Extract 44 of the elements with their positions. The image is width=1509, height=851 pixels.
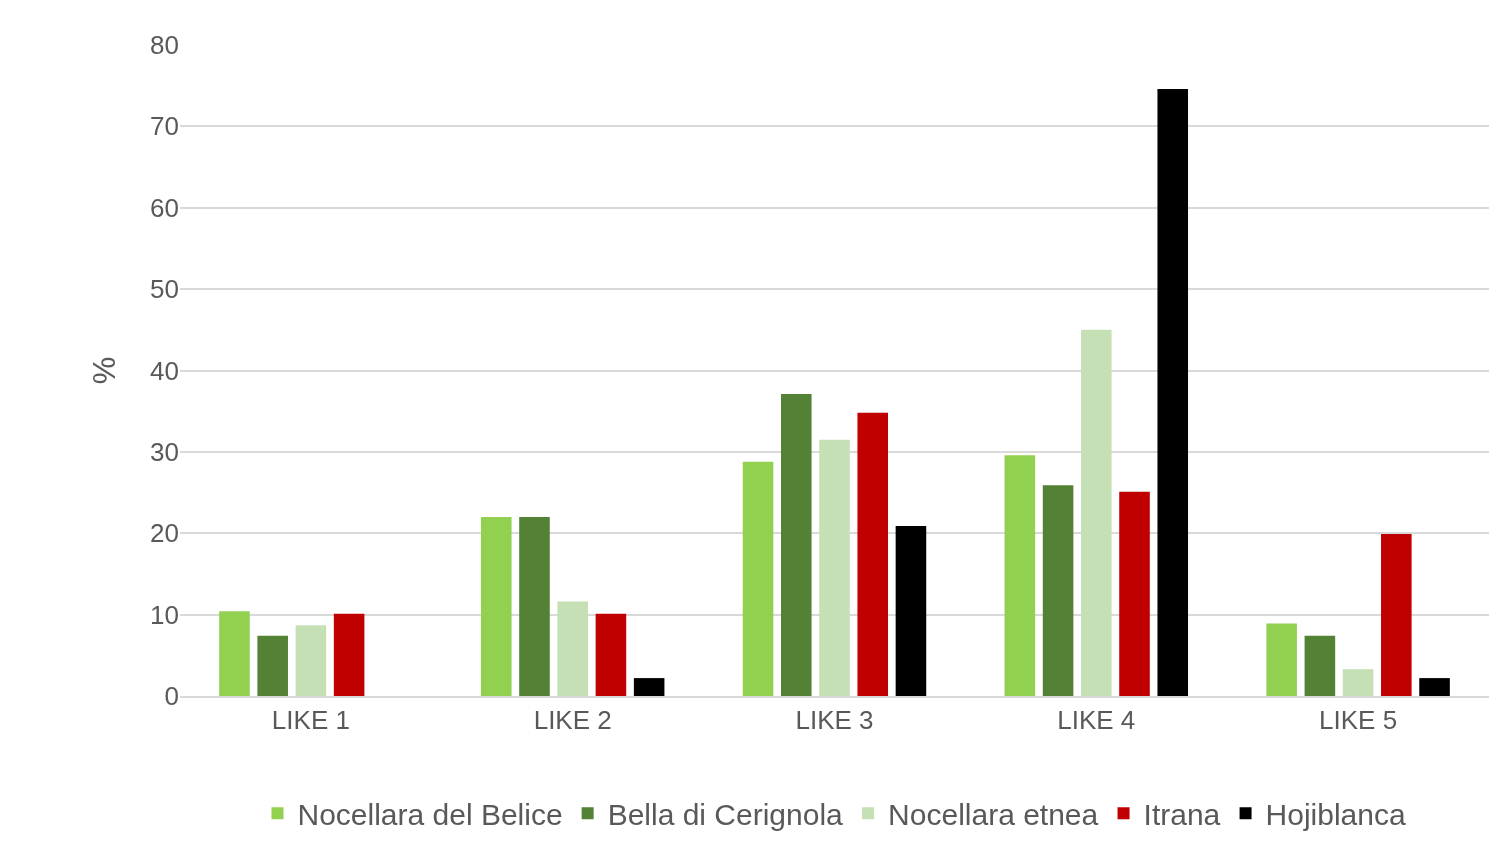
bar (633, 678, 665, 696)
bar (1081, 329, 1112, 696)
legend-label: Hojiblanca (1265, 797, 1406, 831)
y-axis-title: % (86, 356, 122, 385)
bar (519, 516, 550, 696)
x-tick-label: LIKE 4 (1057, 705, 1136, 736)
bar (1381, 534, 1412, 696)
x-tick-label: LIKE 1 (271, 705, 350, 736)
bar (1342, 669, 1374, 696)
x-tick-label: LIKE 3 (795, 705, 874, 736)
legend-label: Nocellara del Belice (297, 797, 563, 831)
x-tick-label: LIKE 2 (533, 705, 612, 736)
bar (1266, 623, 1297, 696)
y-tick-label: 0 (164, 681, 179, 712)
y-tick-label: 50 (150, 274, 179, 305)
bar (333, 613, 365, 696)
bar (219, 611, 250, 696)
bar (780, 394, 812, 696)
bar (1304, 635, 1336, 696)
y-tick-label: 80 (150, 30, 179, 61)
x-tick-label: LIKE 5 (1319, 705, 1398, 736)
bar (1157, 88, 1189, 696)
y-tick-label: 10 (150, 599, 179, 630)
y-tick-label: 20 (150, 518, 179, 549)
bar (480, 516, 512, 696)
y-tick-label: 70 (150, 111, 179, 142)
y-tick-label: 30 (150, 436, 179, 467)
bar (295, 625, 327, 696)
bar (1419, 678, 1450, 696)
bar (742, 461, 774, 696)
bar (857, 412, 889, 696)
legend-label: Bella di Cerignola (607, 797, 844, 831)
bar (895, 525, 927, 696)
y-tick-label: 40 (150, 355, 179, 386)
bar (1004, 455, 1036, 696)
bar (1119, 491, 1150, 696)
bar (595, 613, 627, 696)
bar (819, 439, 850, 696)
bar (1042, 485, 1074, 696)
legend-label: Nocellara etnea (888, 797, 1099, 831)
bar (257, 635, 288, 696)
y-tick-label: 60 (150, 192, 179, 223)
legend-label: Itrana (1143, 797, 1221, 831)
bar (557, 601, 588, 696)
